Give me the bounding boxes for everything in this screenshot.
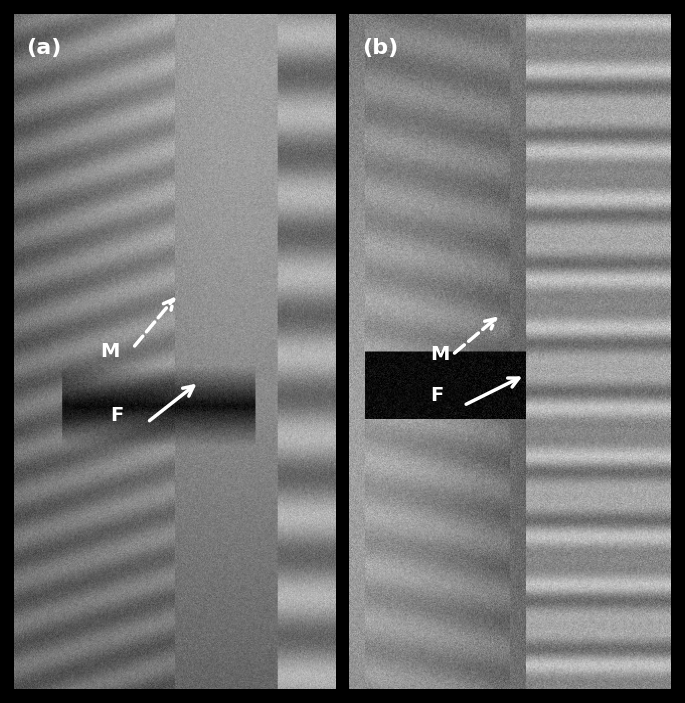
Text: F: F (430, 386, 443, 405)
Text: (a): (a) (27, 38, 62, 58)
Text: F: F (110, 406, 123, 425)
Text: (b): (b) (362, 38, 399, 58)
Text: M: M (101, 342, 120, 361)
Text: M: M (430, 345, 449, 364)
